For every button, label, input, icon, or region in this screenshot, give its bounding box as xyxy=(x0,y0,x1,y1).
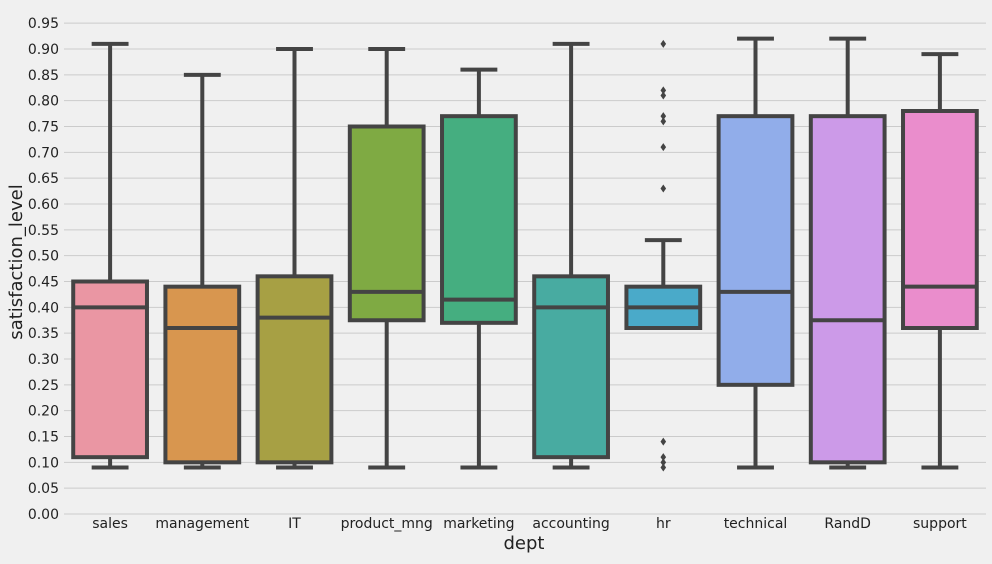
outlier-point xyxy=(660,112,667,121)
box-product_mng xyxy=(347,47,426,470)
boxes-layer xyxy=(71,36,979,472)
outlier-point xyxy=(660,184,667,193)
box-technical xyxy=(716,36,795,470)
x-tick-label: RandD xyxy=(824,516,871,532)
box-management xyxy=(163,72,242,470)
iqr-box xyxy=(716,114,795,387)
y-tick-label: 0.40 xyxy=(28,300,59,316)
box-IT xyxy=(255,47,334,470)
x-tick-label: IT xyxy=(288,516,301,532)
outlier-point xyxy=(660,39,667,48)
y-tick-label: 0.55 xyxy=(28,223,59,239)
y-tick-label: 0.95 xyxy=(28,16,59,32)
box-RandD xyxy=(808,36,887,470)
iqr-box xyxy=(71,279,149,460)
y-tick-label: 0.30 xyxy=(28,352,59,368)
y-tick-labels: 0.00 0.05 0.10 0.15 0.20 0.25 0.30 0.35 0.40 0.45… xyxy=(28,16,59,523)
x-axis-label: dept xyxy=(504,533,545,554)
outlier-point xyxy=(660,453,667,462)
y-tick-label: 0.65 xyxy=(28,171,59,187)
y-tick-label: 0.50 xyxy=(28,249,59,265)
y-tick-label: 0.15 xyxy=(28,430,59,446)
box-accounting xyxy=(532,41,610,470)
y-axis-label: satisfaction_level xyxy=(6,184,27,339)
iqr-box xyxy=(440,114,518,325)
outlier-point xyxy=(660,437,667,446)
box-marketing xyxy=(440,67,518,470)
y-tick-label: 0.05 xyxy=(28,481,59,497)
x-tick-label: sales xyxy=(92,516,128,532)
x-tick-labels: sales management IT product_mng marketing acc… xyxy=(92,516,967,532)
y-tick-label: 0.45 xyxy=(28,275,59,291)
y-tick-label: 0.60 xyxy=(28,197,59,213)
outlier-point xyxy=(660,91,667,100)
outlier-point xyxy=(660,458,667,467)
y-tick-label: 0.90 xyxy=(28,42,59,58)
outlier-point xyxy=(660,117,667,126)
y-tick-label: 0.70 xyxy=(28,145,59,161)
outlier-point xyxy=(660,463,667,472)
iqr-box xyxy=(347,124,426,323)
outlier-point xyxy=(660,143,667,152)
y-tick-label: 0.80 xyxy=(28,94,59,110)
x-tick-label: management xyxy=(155,516,249,532)
iqr-box xyxy=(255,274,334,465)
y-tick-label: 0.35 xyxy=(28,326,59,342)
x-tick-label: technical xyxy=(724,516,788,532)
box-hr xyxy=(624,39,703,472)
iqr-box xyxy=(163,284,242,465)
y-tick-label: 0.75 xyxy=(28,120,59,136)
y-tick-label: 0.25 xyxy=(28,378,59,394)
box-sales xyxy=(71,41,149,470)
iqr-box xyxy=(532,274,610,460)
y-tick-label: 0.20 xyxy=(28,404,59,420)
iqr-box xyxy=(808,114,887,465)
outlier-point xyxy=(660,86,667,95)
x-tick-label: marketing xyxy=(443,516,514,532)
x-tick-label: support xyxy=(913,516,967,532)
x-tick-label: product_mng xyxy=(341,516,433,532)
x-tick-label: accounting xyxy=(532,516,609,532)
y-tick-label: 0.00 xyxy=(28,507,59,523)
box-support xyxy=(901,52,979,470)
iqr-box xyxy=(901,109,979,330)
x-tick-label: hr xyxy=(656,516,671,532)
y-tick-label: 0.10 xyxy=(28,455,59,471)
y-tick-label: 0.85 xyxy=(28,68,59,84)
